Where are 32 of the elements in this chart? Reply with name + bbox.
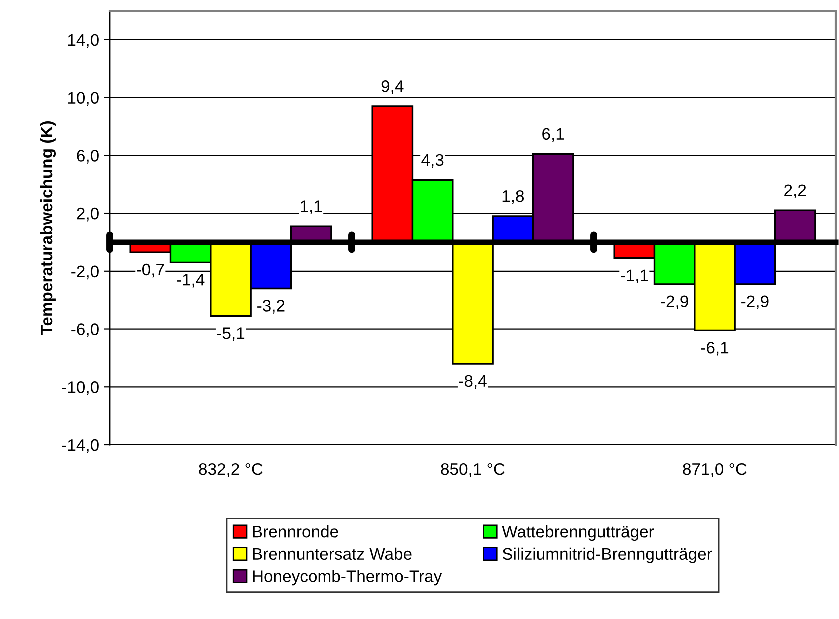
data-label: -2,9 (661, 296, 688, 310)
legend-label: Brennuntersatz Wabe (253, 548, 412, 560)
y-tick-label: 14,0 (68, 34, 99, 48)
legend-label: Honeycomb-Thermo-Tray (253, 570, 442, 586)
data-label: -5,1 (217, 328, 245, 342)
data-label: -1,1 (621, 270, 648, 284)
x-tick-label: 850,1 °C (441, 463, 505, 478)
data-label: -0,7 (137, 264, 164, 278)
data-label: -2,9 (742, 296, 769, 310)
y-tick-label: 6,0 (77, 150, 99, 164)
data-label: -8,4 (459, 375, 487, 390)
data-label: -1,4 (177, 274, 205, 288)
data-label: 6,1 (542, 128, 564, 142)
legend-label: Siliziumnitrid-Brenngutträger (502, 548, 712, 564)
legend-label: Wattebrenngutträger (502, 526, 654, 542)
x-tick-label: 832,2 °C (199, 463, 263, 478)
data-label: 1,8 (502, 190, 524, 204)
data-label: 9,4 (382, 80, 404, 94)
data-label: -3,2 (258, 300, 285, 314)
y-axis-title: Temperaturabweichung (K) (40, 122, 56, 336)
y-tick-label: -10,0 (62, 382, 99, 396)
data-label: 4,3 (422, 154, 444, 168)
data-label: -6,1 (701, 342, 729, 356)
y-tick-label: 2,0 (77, 208, 99, 222)
data-label: 1,1 (301, 200, 322, 214)
y-tick-label: -2,0 (72, 266, 99, 280)
y-tick-label: -6,0 (72, 324, 99, 338)
data-label: 2,2 (784, 184, 806, 198)
y-tick-label: -14,0 (62, 439, 99, 454)
y-tick-label: 10,0 (68, 92, 99, 106)
legend-label: Brennronde (253, 526, 338, 538)
x-tick-label: 871,0 °C (683, 463, 747, 478)
